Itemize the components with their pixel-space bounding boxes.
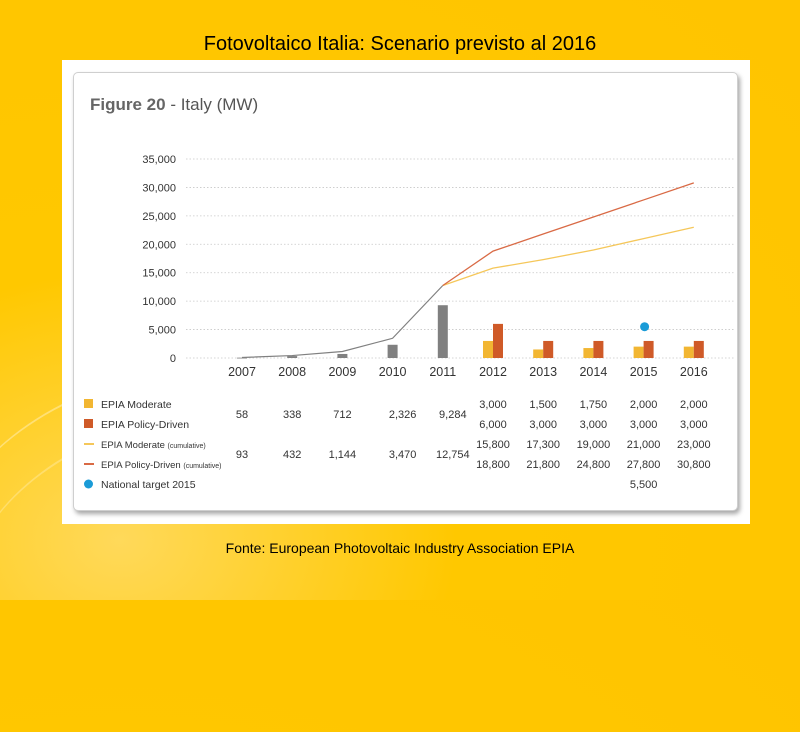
- table-cell-historical-annual: 712: [333, 409, 351, 421]
- legend-label-moderate-cumulative: EPIA Moderate (cumulative): [101, 440, 206, 451]
- legend-swatch-target: [84, 479, 93, 489]
- legend-label-policy-cumulative: EPIA Policy-Driven (cumulative): [101, 460, 222, 471]
- x-tick-label: 2010: [379, 365, 407, 379]
- bar-policy: [493, 323, 503, 358]
- legend-suffix: (cumulative): [168, 443, 206, 450]
- legend-suffix: (cumulative): [183, 463, 221, 470]
- table-cell-moderate: 1,750: [580, 399, 608, 411]
- y-tick-label: 30,000: [142, 182, 176, 194]
- figure-number: Figure 20: [90, 95, 166, 114]
- y-tick-label: 5,000: [148, 325, 176, 337]
- table-cell-historical-cumulative: 1,144: [329, 449, 357, 461]
- figure-frame: Figure 20 - Italy (MW) 35,000 30,000 25,00…: [62, 60, 750, 524]
- table-cell-moderate-cumulative: 19,000: [577, 439, 611, 451]
- x-tick-label: 2009: [328, 365, 356, 379]
- table-cell-historical-annual: 2,326: [389, 409, 417, 421]
- table-cell-historical-cumulative: 432: [283, 449, 301, 461]
- table-cell-moderate: 3,000: [479, 399, 507, 411]
- table-cell-policy: 3,000: [529, 419, 557, 431]
- legend-swatch-moderate: [84, 399, 93, 408]
- legend-label-moderate: EPIA Moderate: [101, 399, 172, 411]
- bar-moderate: [483, 340, 493, 358]
- slide-title: Fotovoltaico Italia: Scenario previsto a…: [203, 33, 597, 55]
- table-cell-policy-cumulative: 27,800: [627, 459, 661, 471]
- line-historical-cumulative: [241, 285, 444, 359]
- y-tick-label: 25,000: [142, 211, 176, 223]
- table-cell-moderate-cumulative: 15,800: [476, 439, 510, 451]
- y-tick-label: 10,000: [142, 296, 176, 308]
- x-tick-label: 2011: [429, 365, 456, 379]
- y-tick-label: 20,000: [142, 239, 176, 251]
- x-tick-label: 2012: [479, 365, 507, 379]
- table-cell-moderate: 2,000: [680, 399, 708, 411]
- x-tick-label: 2016: [680, 365, 708, 379]
- table-cell-policy: 3,000: [680, 419, 708, 431]
- table-cell-policy-cumulative: 18,800: [476, 459, 510, 471]
- table-cell-moderate-cumulative: 21,000: [627, 439, 661, 451]
- table-cell-historical-annual: 338: [283, 409, 301, 421]
- table-cell-moderate-cumulative: 17,300: [526, 439, 560, 451]
- bar-policy: [593, 340, 604, 358]
- figure-card: Figure 20 - Italy (MW) 35,000 30,000 25,00…: [73, 72, 738, 511]
- bar-historical: [287, 356, 298, 358]
- table-cell-policy: 3,000: [630, 419, 658, 431]
- bar-policy: [643, 340, 654, 358]
- x-tick-label: 2007: [228, 365, 256, 379]
- legend-swatch-policy: [84, 419, 93, 428]
- table-cell-policy-cumulative: 30,800: [677, 459, 711, 471]
- table-cell-policy-cumulative: 21,800: [526, 459, 560, 471]
- x-tick-label: 2008: [278, 365, 306, 379]
- bar-historical: [337, 353, 348, 358]
- table-cell-moderate: 2,000: [630, 399, 658, 411]
- line-policy-cumulative: [442, 182, 695, 287]
- table-cell-historical-cumulative: 12,754: [436, 449, 470, 461]
- figure-heading: Figure 20 - Italy (MW): [90, 95, 258, 115]
- table-cell-historical-cumulative: 93: [236, 449, 248, 461]
- x-tick-label: 2015: [630, 365, 658, 379]
- y-tick-label: 0: [170, 353, 176, 365]
- y-tick-label: 35,000: [142, 154, 176, 166]
- x-tick-label: 2014: [579, 365, 607, 379]
- table-cell-policy: 6,000: [479, 419, 507, 431]
- bar-historical: [387, 344, 398, 358]
- legend-label-policy: EPIA Policy-Driven: [101, 419, 189, 431]
- bar-policy: [693, 340, 704, 358]
- bar-moderate: [583, 348, 594, 358]
- x-tick-label: 2013: [529, 365, 557, 379]
- chart: 35,000 30,000 25,000 20,000 15,000 10,000 5,00…: [84, 154, 734, 491]
- legend-label-target: National target 2015: [101, 479, 196, 491]
- table-cell-historical-cumulative: 3,470: [389, 449, 417, 461]
- table-cell-target: 5,500: [630, 479, 658, 491]
- bar-historical: [437, 305, 448, 358]
- table-cell-moderate-cumulative: 23,000: [677, 439, 711, 451]
- target-point: [640, 322, 650, 332]
- table-cell-policy-cumulative: 24,800: [577, 459, 611, 471]
- table-cell-historical-annual: 58: [236, 409, 248, 421]
- bar-historical: [237, 357, 247, 359]
- bar-moderate: [683, 346, 694, 358]
- table-cell-historical-annual: 9,284: [439, 409, 467, 421]
- figure-caption: - Italy (MW): [165, 95, 259, 114]
- table-cell-policy: 3,000: [580, 419, 608, 431]
- y-tick-label: 15,000: [142, 268, 176, 280]
- line-moderate-cumulative: [442, 226, 694, 287]
- bar-moderate: [633, 346, 644, 358]
- bar-moderate: [533, 349, 544, 358]
- bar-policy: [543, 340, 554, 358]
- source-note: Fonte: European Photovoltaic Industry As…: [225, 540, 575, 556]
- table-cell-moderate: 1,500: [529, 399, 557, 411]
